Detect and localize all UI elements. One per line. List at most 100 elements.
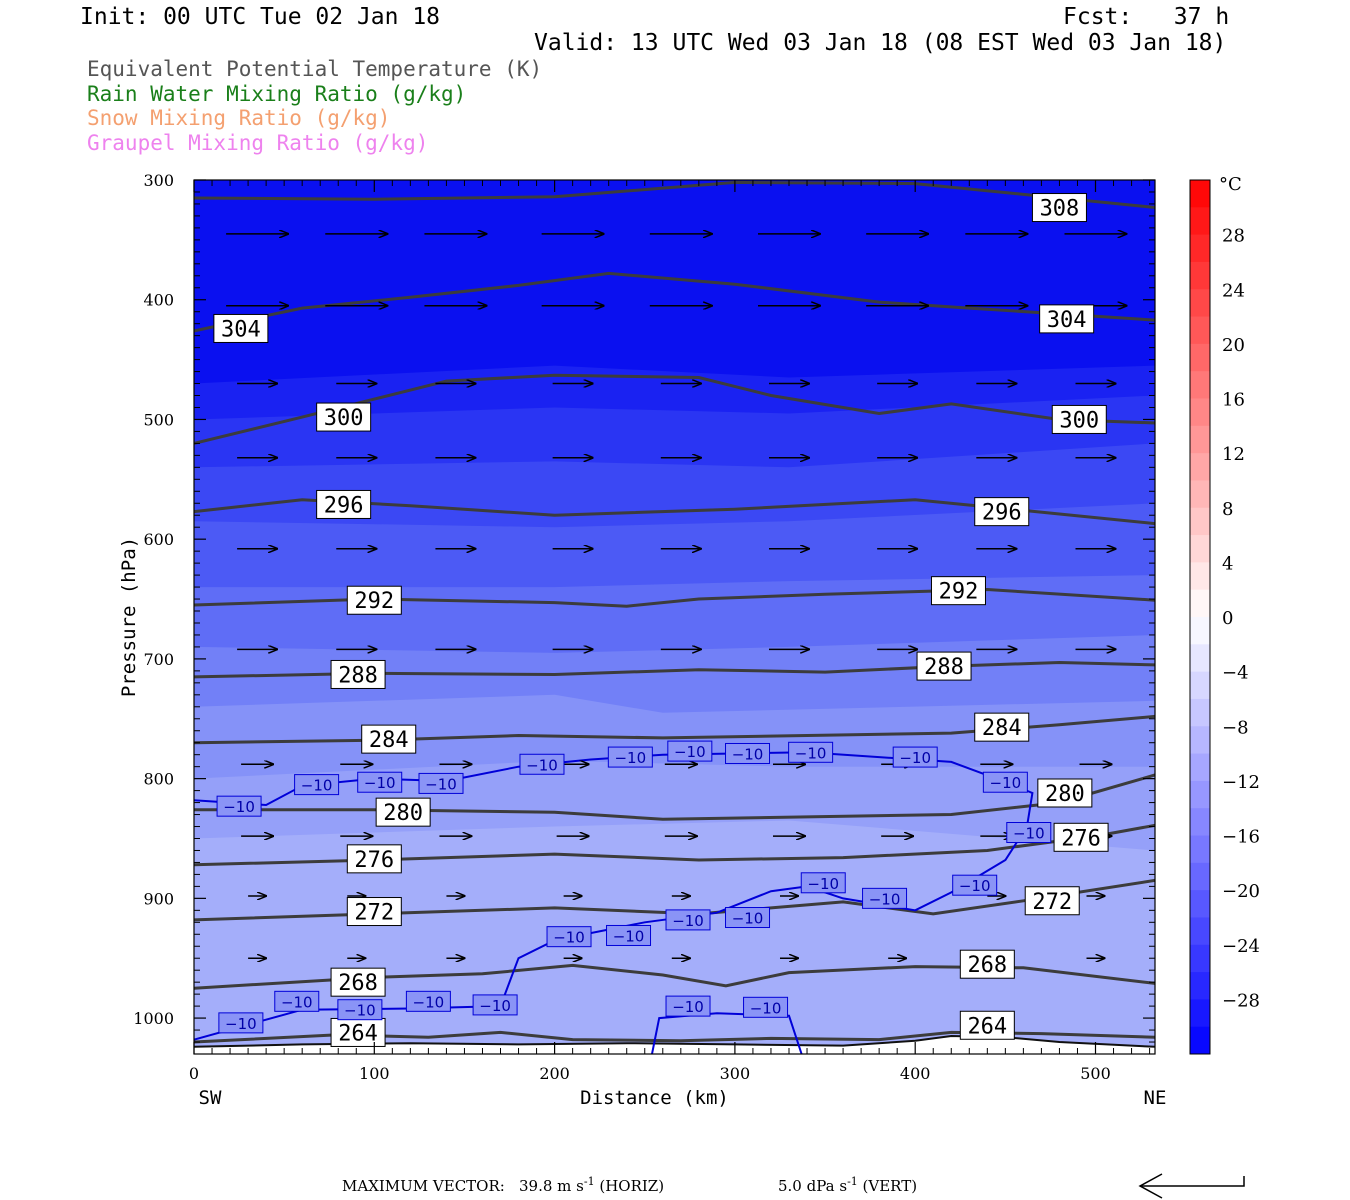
theta-e-label: 268: [967, 953, 1007, 978]
temperature-label-box: [788, 741, 834, 763]
temperature-label: −10: [750, 999, 782, 1017]
colorbar-segment: [1190, 507, 1210, 536]
theta-e-label-box: [1037, 778, 1093, 808]
temperature-label-box: [294, 774, 340, 796]
colorbar-tick-label: 20: [1222, 335, 1245, 356]
temperature-label-box: [667, 740, 713, 762]
theta-e-label-box: [330, 659, 386, 689]
temperature-label: −10: [301, 777, 333, 795]
temperature-label-box: [418, 772, 464, 794]
legend-rain-water: Rain Water Mixing Ratio (g/kg): [87, 82, 467, 106]
temperature-label: −10: [732, 745, 764, 763]
colorbar-segment: [1190, 480, 1210, 509]
colorbar-tick-label: 16: [1222, 390, 1245, 411]
colorbar-segment: [1190, 835, 1210, 864]
colorbar-segment: [1190, 289, 1210, 318]
colorbar-tick-label: 0: [1222, 608, 1233, 629]
theta-e-label: 300: [324, 406, 364, 431]
theta-e-label: 288: [924, 655, 964, 680]
colorbar-segment: [1190, 453, 1210, 481]
theta-e-label: 272: [354, 901, 394, 926]
temperature-label: −10: [869, 890, 901, 908]
theta-e-label-box: [959, 1010, 1015, 1040]
y-tick-label: 400: [143, 291, 174, 310]
colorbar-segment: [1190, 316, 1210, 345]
theta-e-label: 308: [1040, 197, 1080, 222]
colorbar-tick-label: −4: [1222, 663, 1249, 684]
theta-e-label-box: [375, 797, 431, 827]
reference-vector-arrow: [1140, 1176, 1245, 1187]
theta-e-contour: [194, 660, 1155, 679]
temperature-label-box: [725, 907, 771, 929]
temperature-label: −10: [807, 875, 839, 893]
temperature-label-box: [472, 994, 518, 1016]
theta-e-label-box: [213, 313, 269, 343]
x-axis-title: Distance (km): [580, 1087, 729, 1109]
temperature-label-box: [218, 1012, 264, 1034]
colorbar-unit: °C: [1219, 174, 1242, 195]
colorbar-tick-label: 28: [1222, 226, 1245, 247]
temperature-label: −10: [899, 749, 931, 767]
temperature-label: −10: [672, 998, 704, 1016]
colorbar-segment: [1190, 644, 1210, 673]
theta-e-label: 264: [967, 1014, 1007, 1039]
temperature-label-box: [665, 909, 711, 931]
theta-e-label: 300: [1059, 408, 1099, 433]
temperature-label: −10: [959, 877, 991, 895]
temperature-label-box: [725, 742, 771, 764]
colorbar-segment: [1190, 617, 1210, 645]
colorbar-frame: [1189, 179, 1211, 1055]
legend-snow: Snow Mixing Ratio (g/kg): [87, 106, 391, 130]
theta-e-label: 292: [939, 580, 979, 605]
colorbar-segment: [1190, 425, 1210, 454]
colorbar-tick-label: −20: [1222, 881, 1260, 902]
colorbar-segment: [1190, 944, 1210, 973]
theta-e-label-box: [1031, 193, 1087, 223]
forecast-hour: Fcst: 37 h: [1063, 4, 1230, 30]
theta-e-label-box: [1024, 886, 1080, 916]
temperature-label: −10: [795, 744, 827, 762]
colorbar-segment: [1190, 999, 1210, 1028]
theta-e-label-box: [959, 949, 1015, 979]
theta-e-label-box: [361, 724, 417, 754]
colorbar-segment: [1190, 1026, 1210, 1055]
theta-e-label: 288: [338, 663, 378, 688]
y-tick-label: 500: [143, 410, 174, 429]
temperature-label-box: [519, 753, 565, 775]
theta-e-label-box: [316, 402, 372, 432]
temperature-label-box: [862, 887, 908, 909]
colorbar-segment: [1190, 862, 1210, 891]
colorbar-segment: [1190, 972, 1210, 1000]
theta-e-contour: [194, 878, 1155, 922]
x-tick-label: 200: [539, 1064, 570, 1083]
temperature-label-box: [892, 746, 938, 768]
temperature-label: −10: [990, 774, 1022, 792]
colorbar-segment: [1190, 780, 1210, 809]
theta-e-contour: [194, 271, 1155, 333]
temperature-label: −10: [425, 775, 457, 793]
temperature-label: −10: [732, 910, 764, 928]
theta-e-label: 284: [982, 716, 1022, 741]
theta-e-label: 268: [338, 971, 378, 996]
x-tick-label: 500: [1080, 1064, 1111, 1083]
legend-graupel: Graupel Mixing Ratio (g/kg): [87, 131, 429, 155]
theta-e-label-box: [930, 576, 986, 606]
colorbar-segment: [1190, 535, 1210, 563]
theta-e-label-box: [1051, 404, 1107, 434]
theta-e-label: 280: [1045, 782, 1085, 807]
theta-e-label-box: [974, 712, 1030, 742]
theta-e-label: 284: [369, 728, 409, 753]
x-end-label-left: SW: [199, 1087, 222, 1109]
temperature-label-box: [216, 795, 262, 817]
plot-frame: [193, 179, 1156, 1055]
colorbar-segment: [1190, 917, 1210, 946]
temperature-contour: [651, 1012, 803, 1054]
temperature-label: −10: [364, 774, 396, 792]
theta-e-label-box: [916, 651, 972, 681]
colorbar-segment: [1190, 589, 1210, 618]
theta-e-label: 292: [354, 589, 394, 614]
theta-e-label-box: [346, 844, 402, 874]
temperature-label: −10: [614, 749, 646, 767]
theta-e-label: 264: [338, 1021, 378, 1046]
